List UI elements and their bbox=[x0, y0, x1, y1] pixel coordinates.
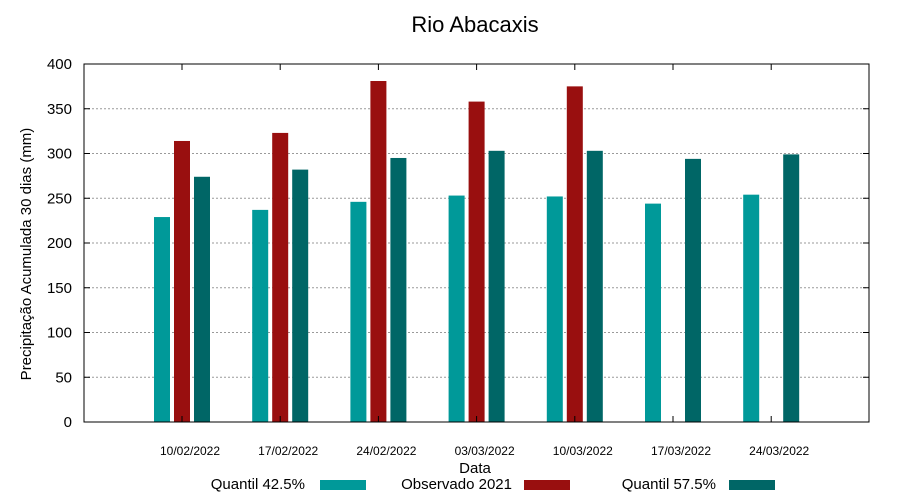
bar-quantil-57-5- bbox=[194, 176, 210, 422]
bar-quantil-42-5- bbox=[252, 209, 269, 422]
y-tick-label: 300 bbox=[47, 146, 72, 163]
bar-quantil-57-5- bbox=[390, 157, 407, 422]
bar-observado-2021 bbox=[566, 86, 583, 422]
bar-quantil-42-5- bbox=[154, 217, 170, 422]
bar-observado-2021 bbox=[468, 101, 485, 422]
y-tick-label: 250 bbox=[47, 190, 72, 207]
bar-quantil-57-5- bbox=[586, 150, 603, 422]
legend-label: Quantil 42.5% bbox=[211, 476, 305, 493]
bar-observado-2021 bbox=[370, 81, 387, 422]
x-tick-label: 03/03/2022 bbox=[455, 444, 515, 458]
legend-swatch bbox=[729, 480, 775, 490]
bar-quantil-57-5- bbox=[292, 169, 309, 422]
bar-observado-2021 bbox=[174, 140, 190, 422]
x-tick-label: 10/02/2022 bbox=[160, 444, 220, 458]
y-axis-ticks: 0 50 100 150 200 250 300 350 400 bbox=[47, 56, 869, 431]
bar-quantil-57-5- bbox=[783, 154, 800, 422]
bar-observado-2021 bbox=[272, 132, 289, 423]
legend-label: Observado 2021 bbox=[401, 476, 512, 493]
legend-label: Quantil 57.5% bbox=[622, 476, 716, 493]
bars bbox=[154, 81, 800, 423]
chart-title: Rio Abacaxis bbox=[411, 12, 538, 37]
legend-swatch bbox=[320, 480, 366, 490]
x-tick-label: 24/02/2022 bbox=[356, 444, 416, 458]
y-tick-label: 50 bbox=[55, 369, 72, 386]
y-tick-label: 200 bbox=[47, 235, 72, 252]
x-axis-ticks: 10/02/2022 17/02/2022 24/02/2022 03/03/2022… bbox=[160, 64, 810, 458]
legend-swatch bbox=[524, 480, 570, 490]
bar-quantil-57-5- bbox=[685, 158, 701, 422]
x-tick-label: 17/02/2022 bbox=[258, 444, 318, 458]
x-tick-label: 24/03/2022 bbox=[749, 444, 809, 458]
y-tick-label: 100 bbox=[47, 325, 72, 342]
x-tick-label: 10/03/2022 bbox=[553, 444, 613, 458]
y-tick-label: 150 bbox=[47, 280, 72, 297]
legend: Quantil 42.5% Observado 2021 Quantil 57.5% bbox=[211, 476, 775, 493]
y-tick-label: 400 bbox=[47, 56, 72, 73]
bar-quantil-57-5- bbox=[488, 150, 505, 422]
bar-quantil-42-5- bbox=[743, 194, 760, 422]
bar-quantil-42-5- bbox=[645, 203, 661, 422]
y-tick-label: 0 bbox=[64, 414, 72, 431]
x-axis-label: Data bbox=[459, 460, 491, 477]
x-tick-label: 17/03/2022 bbox=[651, 444, 711, 458]
bar-quantil-42-5- bbox=[350, 201, 367, 422]
bar-quantil-42-5- bbox=[448, 195, 465, 422]
bar-quantil-42-5- bbox=[546, 196, 563, 422]
y-tick-label: 350 bbox=[47, 101, 72, 118]
y-axis-label: Precipitação Acumulada 30 dias (mm) bbox=[18, 128, 35, 381]
